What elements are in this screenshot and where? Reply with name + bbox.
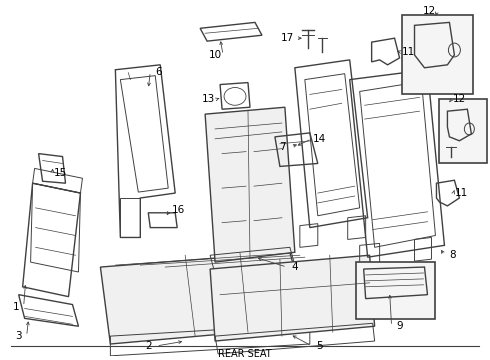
Text: 16: 16 [172, 205, 185, 215]
Polygon shape [210, 255, 375, 341]
Text: 12: 12 [453, 94, 466, 104]
Text: 6: 6 [155, 67, 162, 77]
Text: 4: 4 [292, 262, 298, 272]
Text: 3: 3 [15, 331, 22, 341]
FancyBboxPatch shape [356, 262, 436, 319]
Text: REAR SEAT: REAR SEAT [218, 349, 272, 359]
FancyBboxPatch shape [401, 15, 473, 94]
Polygon shape [100, 252, 310, 344]
Text: 1: 1 [12, 302, 19, 311]
Text: 5: 5 [317, 341, 323, 351]
Text: 8: 8 [449, 250, 456, 260]
Text: 9: 9 [396, 321, 403, 331]
Text: 11: 11 [455, 188, 468, 198]
Text: 2: 2 [145, 341, 151, 351]
FancyBboxPatch shape [440, 99, 488, 163]
Text: 10: 10 [209, 50, 221, 60]
Text: 11: 11 [402, 47, 415, 57]
Text: 15: 15 [54, 168, 67, 178]
Text: 12: 12 [423, 5, 436, 15]
Polygon shape [205, 107, 295, 262]
Text: 13: 13 [201, 94, 215, 104]
Text: 7: 7 [280, 142, 286, 152]
Text: 17: 17 [281, 33, 294, 43]
Text: 14: 14 [313, 134, 326, 144]
